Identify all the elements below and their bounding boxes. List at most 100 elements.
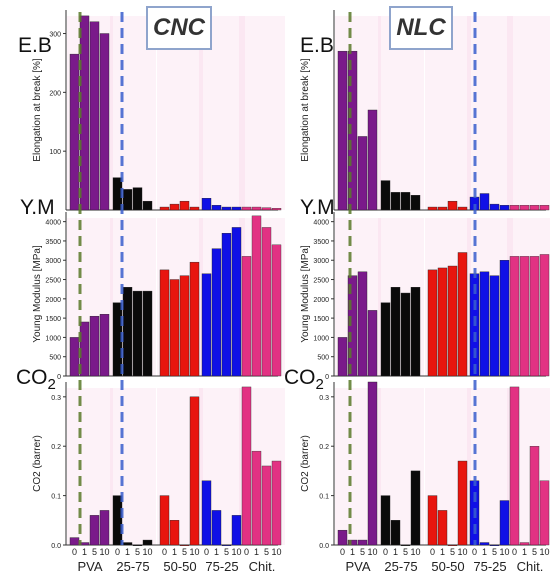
nlc-ym-bar-5050-5 bbox=[447, 265, 458, 377]
cnc-ym-bar-chit-0 bbox=[241, 256, 252, 377]
cnc-co2-bar-tick-label: 10 bbox=[271, 547, 281, 557]
cnc-co2-bar-7525-10 bbox=[231, 515, 242, 546]
cnc-ym-bar-7525-5 bbox=[221, 233, 232, 377]
nlc-ym-ytick-label: 0 bbox=[325, 374, 329, 381]
nlc-co2-bar-tick-label: 0 bbox=[383, 547, 388, 557]
nlc-ym-bar-pva-10 bbox=[367, 310, 378, 377]
nlc-co2-ytick-label: 0.1 bbox=[319, 494, 329, 501]
cnc-eb-bar-pva-5 bbox=[89, 21, 100, 211]
cnc-co2-bar-2575-10 bbox=[142, 539, 153, 546]
nlc-co2-bar-tick-label: 10 bbox=[499, 547, 509, 557]
nlc-co2-bar-5050-5 bbox=[447, 544, 458, 547]
cnc-co2-bar-5050-10 bbox=[189, 396, 200, 546]
cnc-co2-ytick-label: 0.0 bbox=[51, 543, 61, 550]
nlc-co2-bar-tick-label: 0 bbox=[430, 547, 435, 557]
cnc-ym-bar-7525-10 bbox=[231, 227, 242, 377]
nlc-ym-bar-pva-0 bbox=[337, 337, 348, 377]
nlc-co2-ytick-label: 0.0 bbox=[319, 543, 329, 550]
co2-label-main-right: CO bbox=[284, 366, 316, 389]
cnc-co2-bar-7525-5 bbox=[221, 544, 232, 547]
nlc-ym-bar-pva-1 bbox=[347, 275, 358, 377]
cnc-co2-bar-chit-0 bbox=[241, 386, 252, 546]
cnc-co2-bar-tick-label: 0 bbox=[204, 547, 209, 557]
nlc-ym-bar-7525-1 bbox=[479, 271, 490, 377]
cnc-eb-bar-7525-10 bbox=[231, 206, 242, 211]
nlc-co2-bar-2575-10 bbox=[410, 470, 421, 546]
nlc-eb-bar-7525-10 bbox=[499, 205, 510, 211]
co2-label-sub: 2 bbox=[47, 376, 56, 394]
cnc-ym-ytick-label: 500 bbox=[49, 355, 61, 362]
cnc-co2-group-label: 75-25 bbox=[205, 559, 238, 574]
nlc-eb-bar-pva-1 bbox=[347, 50, 358, 211]
nlc-ym-ytick-label: 4000 bbox=[313, 220, 329, 227]
nlc-eb-bar-chit-1 bbox=[519, 205, 530, 211]
cnc-eb-bar-chit-1 bbox=[251, 206, 262, 211]
nlc-eb-bar-2575-1 bbox=[390, 192, 401, 211]
cnc-eb-bar-chit-5 bbox=[261, 207, 272, 211]
cnc-ym-ytick-label: 0 bbox=[57, 374, 61, 381]
nlc-eb-group-glow bbox=[507, 16, 550, 210]
cnc-co2-bar-tick-label: 10 bbox=[189, 547, 199, 557]
cnc-co2-bar-chit-10 bbox=[271, 460, 282, 546]
cnc-ym-ylabel: Young Modulus [MPa] bbox=[32, 245, 43, 343]
cnc-co2-bar-7525-0 bbox=[201, 480, 212, 546]
cnc-eb-ytick-label: 200 bbox=[49, 90, 61, 97]
cnc-ym-bar-2575-5 bbox=[132, 290, 143, 377]
nlc-co2-bar-tick-label: 10 bbox=[367, 547, 377, 557]
cnc-co2-ytick-label: 0.1 bbox=[51, 494, 61, 501]
nlc-ym-ylabel: Young Modulus [MPa] bbox=[300, 245, 311, 343]
nlc-co2-bar-pva-5 bbox=[357, 539, 368, 546]
cnc-co2-bar-tick-label: 0 bbox=[115, 547, 120, 557]
cnc-eb-bar-7525-0 bbox=[201, 198, 212, 211]
cnc-eb-group-glow bbox=[239, 16, 285, 210]
nlc-ym-ytick-label: 2500 bbox=[313, 278, 329, 285]
cnc-co2-bar-2575-5 bbox=[132, 544, 143, 547]
cnc-eb-bar-pva-0 bbox=[69, 53, 80, 211]
nlc-co2-bar-pva-0 bbox=[337, 529, 348, 546]
cnc-co2-bar-tick-label: 5 bbox=[224, 547, 229, 557]
nlc-ym-bar-2575-10 bbox=[410, 287, 421, 377]
cnc-co2-bar-tick-label: 0 bbox=[72, 547, 77, 557]
cnc-co2-bar-5050-1 bbox=[169, 520, 180, 546]
cnc-ym-ytick-label: 1000 bbox=[45, 335, 61, 342]
nlc-co2-bar-tick-label: 5 bbox=[360, 547, 365, 557]
cnc-co2-bar-5050-5 bbox=[179, 544, 190, 547]
cnc-co2-bar-pva-0 bbox=[69, 537, 80, 546]
nlc-eb-bar-2575-10 bbox=[410, 195, 421, 211]
cnc-co2-bar-5050-0 bbox=[159, 495, 170, 546]
cnc-co2-bar-pva-10 bbox=[99, 510, 110, 546]
nlc-co2-bar-tick-label: 5 bbox=[492, 547, 497, 557]
nlc-co2-bar-tick-label: 5 bbox=[450, 547, 455, 557]
nlc-ym-bar-7525-5 bbox=[489, 275, 500, 377]
nlc-ym-ytick-label: 1000 bbox=[313, 335, 329, 342]
nlc-co2-bar-tick-label: 10 bbox=[539, 547, 549, 557]
cnc-ym-bar-chit-10 bbox=[271, 244, 282, 377]
cnc-ym-bar-5050-0 bbox=[159, 269, 170, 377]
nlc-eb-bar-5050-5 bbox=[447, 200, 458, 211]
nlc-eb-bar-pva-0 bbox=[337, 50, 348, 211]
cnc-ym-bar-2575-10 bbox=[142, 290, 153, 377]
cnc-co2-bar-tick-label: 5 bbox=[135, 547, 140, 557]
cnc-co2-group-label: PVA bbox=[77, 559, 102, 574]
cnc-ym-bar-pva-10 bbox=[99, 314, 110, 377]
nlc-ym-bar-2575-0 bbox=[380, 302, 391, 377]
nlc-eb-bar-pva-5 bbox=[357, 136, 368, 211]
cnc-ym-bar-chit-5 bbox=[261, 227, 272, 377]
cnc-co2-group-label: 50-50 bbox=[163, 559, 196, 574]
cnc-eb-bar-2575-1 bbox=[122, 189, 133, 211]
nlc-co2-bar-chit-10 bbox=[539, 480, 550, 546]
cnc-eb-bar-7525-5 bbox=[221, 206, 232, 211]
bar-layer bbox=[69, 15, 550, 547]
nlc-eb-bar-chit-10 bbox=[539, 205, 550, 211]
nlc-co2-bar-tick-label: 1 bbox=[482, 547, 487, 557]
nlc-co2-bar-tick-label: 1 bbox=[440, 547, 445, 557]
nlc-eb-bar-5050-10 bbox=[457, 206, 468, 211]
nlc-ym-bar-2575-1 bbox=[390, 287, 401, 377]
nlc-co2-group-label: PVA bbox=[345, 559, 370, 574]
nlc-ym-bar-2575-5 bbox=[400, 292, 411, 377]
cnc-co2-group-label: 25-75 bbox=[116, 559, 149, 574]
cnc-co2-bar-tick-label: 1 bbox=[254, 547, 259, 557]
nlc-co2-group-label: Chit. bbox=[517, 559, 544, 574]
nlc-co2-bar-tick-label: 0 bbox=[340, 547, 345, 557]
nlc-co2-bar-tick-label: 1 bbox=[522, 547, 527, 557]
